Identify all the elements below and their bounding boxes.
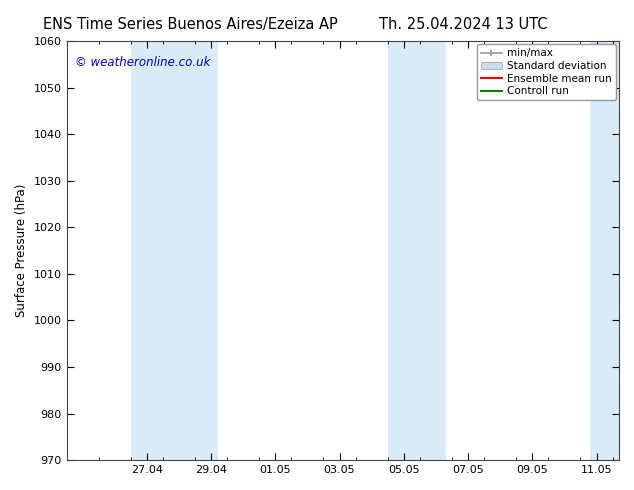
- Text: ENS Time Series Buenos Aires/Ezeiza AP: ENS Time Series Buenos Aires/Ezeiza AP: [43, 17, 337, 32]
- Text: Th. 25.04.2024 13 UTC: Th. 25.04.2024 13 UTC: [378, 17, 547, 32]
- Bar: [590, 41, 619, 460]
- Y-axis label: Surface Pressure (hPa): Surface Pressure (hPa): [15, 184, 28, 318]
- Legend: min/max, Standard deviation, Ensemble mean run, Controll run: min/max, Standard deviation, Ensemble me…: [477, 44, 616, 100]
- Text: © weatheronline.co.uk: © weatheronline.co.uk: [75, 56, 210, 69]
- Bar: [388, 41, 446, 460]
- Bar: [131, 41, 217, 460]
